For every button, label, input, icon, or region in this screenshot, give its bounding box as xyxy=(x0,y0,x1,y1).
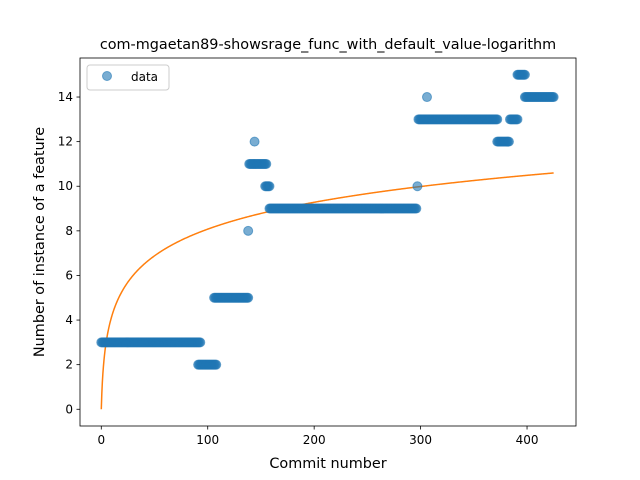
legend-label-data: data xyxy=(131,70,158,84)
data-point xyxy=(411,203,422,214)
data-point xyxy=(195,337,206,348)
data-point xyxy=(519,69,530,80)
chart-title: com-mgaetan89-showsrage_func_with_defaul… xyxy=(100,37,556,53)
y-tick-label: 10 xyxy=(58,179,73,193)
fit-line xyxy=(100,172,554,410)
data-point xyxy=(249,136,260,147)
data-point xyxy=(261,158,272,169)
data-point xyxy=(512,114,523,125)
x-tick-label: 200 xyxy=(303,433,326,447)
data-point xyxy=(264,181,275,192)
points-layer xyxy=(96,69,559,370)
y-tick-label: 8 xyxy=(65,224,73,238)
x-tick-label: 0 xyxy=(97,433,105,447)
legend: data xyxy=(86,64,170,91)
data-point xyxy=(243,292,254,303)
y-tick-label: 0 xyxy=(65,402,73,416)
x-tick-label: 400 xyxy=(516,433,539,447)
x-axis: 0 100 200 300 400 xyxy=(97,426,538,447)
y-tick-label: 2 xyxy=(65,358,73,372)
data-point xyxy=(412,181,423,192)
x-tick-label: 100 xyxy=(196,433,219,447)
plot-frame xyxy=(79,57,577,427)
y-axis-label: Number of instance of a feature xyxy=(32,127,48,357)
data-point xyxy=(211,359,222,370)
x-tick-label: 300 xyxy=(409,433,432,447)
data-point xyxy=(492,114,503,125)
y-tick-label: 12 xyxy=(58,135,73,149)
fit-layer xyxy=(100,172,554,410)
x-axis-label: Commit number xyxy=(269,456,386,472)
y-tick-label: 6 xyxy=(65,268,73,282)
legend-marker xyxy=(102,71,112,81)
data-point xyxy=(503,136,514,147)
data-point xyxy=(421,92,432,103)
y-axis: 0 2 4 6 8 10 12 14 xyxy=(58,90,80,416)
data-point xyxy=(243,225,254,236)
y-tick-label: 14 xyxy=(58,90,73,104)
data-point xyxy=(548,92,559,103)
y-tick-label: 4 xyxy=(65,313,73,327)
